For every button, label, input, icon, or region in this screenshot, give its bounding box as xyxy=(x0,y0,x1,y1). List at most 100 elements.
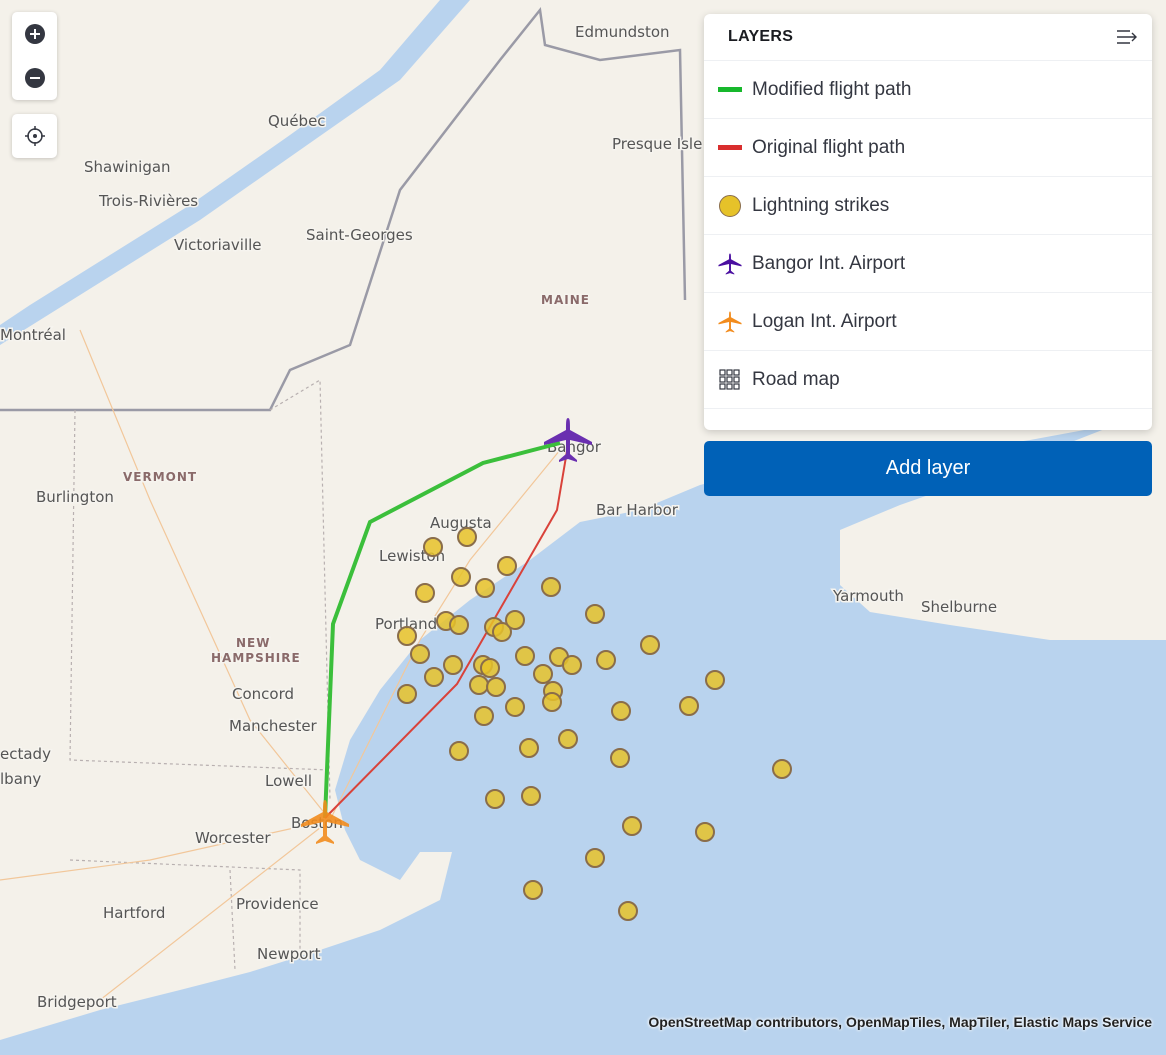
lightning-strike[interactable] xyxy=(596,650,616,670)
layer-icon xyxy=(718,368,742,391)
layer-item[interactable]: Original flight path xyxy=(704,119,1152,177)
zoom-out-button[interactable] xyxy=(12,56,57,100)
place-label-burlington: Burlington xyxy=(36,488,114,506)
lightning-strike[interactable] xyxy=(492,622,512,642)
lightning-strike[interactable] xyxy=(618,901,638,921)
lightning-strike[interactable] xyxy=(485,789,505,809)
lightning-strike[interactable] xyxy=(497,556,517,576)
lightning-strike[interactable] xyxy=(622,816,642,836)
layer-item[interactable]: Lightning strikes xyxy=(704,177,1152,235)
place-label-saintgeorges: Saint-Georges xyxy=(306,226,413,244)
modified-flight-path[interactable] xyxy=(323,441,561,819)
place-label-augusta: Augusta xyxy=(430,514,492,532)
place-label-victoriaville: Victoriaville xyxy=(174,236,262,254)
bangor-airport-marker[interactable] xyxy=(544,418,592,462)
lightning-strike[interactable] xyxy=(610,748,630,768)
place-label-providence: Providence xyxy=(236,895,319,913)
zoom-in-button[interactable] xyxy=(12,12,57,56)
place-label-shawinigan: Shawinigan xyxy=(84,158,171,176)
layer-label: Bangor Int. Airport xyxy=(752,252,906,274)
crosshair-icon xyxy=(24,126,45,146)
lightning-strike[interactable] xyxy=(415,583,435,603)
line-icon xyxy=(718,86,742,92)
airplane-icon xyxy=(718,252,742,275)
place-label-newhampshire2: HAMPSHIRE xyxy=(211,651,301,665)
logan-airport-marker[interactable] xyxy=(301,800,349,844)
layer-item[interactable]: Bangor Int. Airport xyxy=(704,235,1152,293)
lightning-strike[interactable] xyxy=(397,684,417,704)
lightning-strike[interactable] xyxy=(705,670,725,690)
roads xyxy=(0,329,561,1001)
lightning-strike[interactable] xyxy=(585,604,605,624)
layer-item[interactable]: Modified flight path xyxy=(704,61,1152,119)
lightning-strike[interactable] xyxy=(480,658,500,678)
locate-button[interactable] xyxy=(12,114,57,158)
lightning-strike[interactable] xyxy=(443,655,463,675)
place-label-presque: Presque Isle xyxy=(612,135,702,153)
lightning-strike[interactable] xyxy=(449,615,469,635)
place-label-hartford: Hartford xyxy=(103,904,165,922)
borders xyxy=(0,6,687,412)
lightning-strike[interactable] xyxy=(515,646,535,666)
lightning-strike[interactable] xyxy=(469,675,489,695)
lightning-strike[interactable] xyxy=(423,537,443,557)
lightning-strike[interactable] xyxy=(521,786,541,806)
lightning-strike[interactable] xyxy=(449,741,469,761)
lightning-strike[interactable] xyxy=(611,701,631,721)
minus-circle-icon xyxy=(24,68,45,88)
layers-panel: LAYERS Modified flight path Original flig… xyxy=(704,14,1152,430)
place-label-shelburne: Shelburne xyxy=(921,598,997,616)
original-flight-path[interactable] xyxy=(324,444,569,819)
place-label-albany: lbany xyxy=(0,770,41,788)
lightning-strike[interactable] xyxy=(424,667,444,687)
layer-label: Lightning strikes xyxy=(752,194,890,216)
place-label-edmundston: Edmundston xyxy=(575,23,670,41)
place-label-newport: Newport xyxy=(257,945,321,963)
lightning-strike[interactable] xyxy=(505,610,525,630)
lightning-strike[interactable] xyxy=(457,527,477,547)
lightning-strike[interactable] xyxy=(585,848,605,868)
lightning-strike[interactable] xyxy=(533,664,553,684)
plus-circle-icon xyxy=(24,24,45,44)
place-label-manchester: Manchester xyxy=(229,717,318,735)
lightning-strike[interactable] xyxy=(451,567,471,587)
lightning-strike[interactable] xyxy=(474,706,494,726)
lightning-strike[interactable] xyxy=(505,697,525,717)
place-label-maine: MAINE xyxy=(541,293,590,307)
place-label-trois: Trois-Rivières xyxy=(98,192,198,210)
place-label-concord: Concord xyxy=(232,685,294,703)
lightning-strike[interactable] xyxy=(562,655,582,675)
lightning-strike[interactable] xyxy=(519,738,539,758)
lightning-strike[interactable] xyxy=(542,692,562,712)
circle-icon xyxy=(719,194,741,217)
layer-icon xyxy=(718,252,742,276)
lightning-strike[interactable] xyxy=(558,729,578,749)
panel-title: LAYERS xyxy=(728,28,794,45)
place-label-lowell: Lowell xyxy=(265,772,312,790)
lightning-strike[interactable] xyxy=(679,696,699,716)
layer-icon xyxy=(718,194,742,218)
layer-item[interactable]: Logan Int. Airport xyxy=(704,293,1152,351)
attribution: OpenStreetMap contributors, OpenMapTiles… xyxy=(648,1014,1152,1030)
collapse-right-icon[interactable] xyxy=(1116,29,1138,45)
lightning-strike[interactable] xyxy=(541,577,561,597)
place-label-quebec: Québec xyxy=(268,112,326,130)
lightning-strike[interactable] xyxy=(486,677,506,697)
lightning-strike[interactable] xyxy=(640,635,660,655)
lightning-strike[interactable] xyxy=(397,626,417,646)
place-label-worcester: Worcester xyxy=(195,829,271,847)
place-label-schenectady: ectady xyxy=(0,745,51,763)
place-label-yarmouth: Yarmouth xyxy=(832,587,904,605)
lightning-strike[interactable] xyxy=(523,880,543,900)
lightning-strike[interactable] xyxy=(695,822,715,842)
layer-icon xyxy=(718,86,742,94)
lightning-strike[interactable] xyxy=(772,759,792,779)
place-label-newhampshire1: NEW xyxy=(236,636,270,650)
lightning-strike[interactable] xyxy=(475,578,495,598)
lightning-strike[interactable] xyxy=(410,644,430,664)
layer-item[interactable]: Road map xyxy=(704,351,1152,409)
layer-label: Road map xyxy=(752,368,840,390)
layer-label: Modified flight path xyxy=(752,78,912,100)
place-label-barharbor: Bar Harbor xyxy=(596,501,679,519)
add-layer-button[interactable]: Add layer xyxy=(704,441,1152,496)
